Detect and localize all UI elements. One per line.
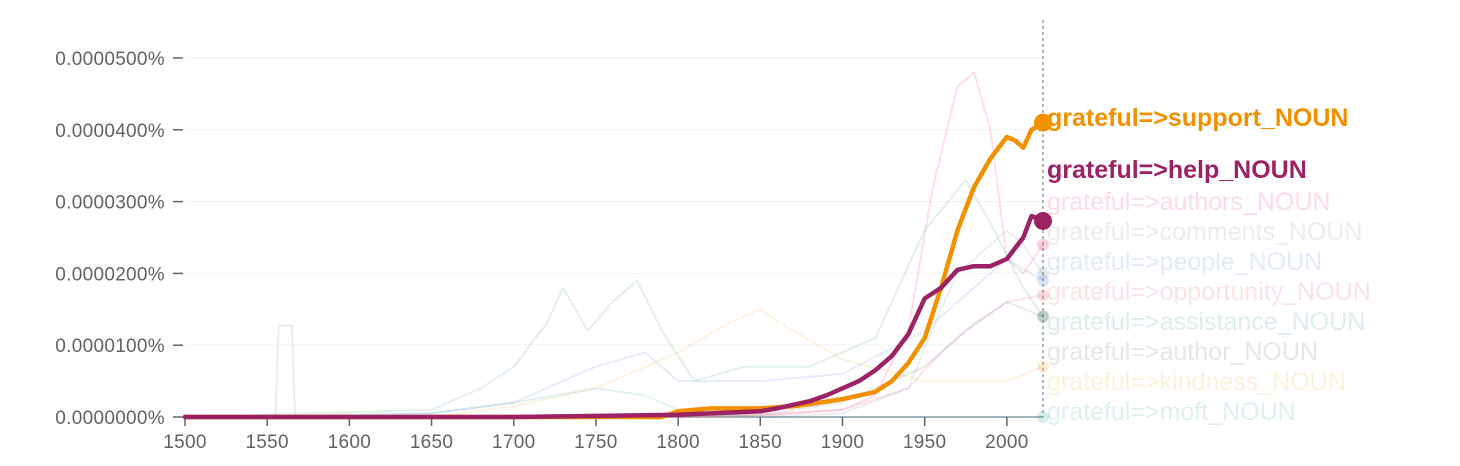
x-tick-label: 1850 bbox=[739, 432, 782, 453]
series-line bbox=[184, 301, 1044, 418]
x-tick-label: 1800 bbox=[656, 432, 699, 453]
series-line bbox=[184, 293, 1044, 418]
x-tick-label: 1500 bbox=[163, 432, 206, 453]
series-end-point bbox=[1034, 113, 1052, 132]
legend-label: grateful=>assistance_NOUN bbox=[1047, 308, 1365, 336]
grid-layer bbox=[185, 57, 1043, 346]
x-tick-label: 1950 bbox=[903, 432, 946, 453]
legend-label: grateful=>moft_NOUN bbox=[1047, 398, 1296, 426]
series-end-point bbox=[1037, 411, 1049, 423]
y-tick-label: 0.0000300% bbox=[55, 193, 165, 214]
legend-label: grateful=>people_NOUN bbox=[1047, 248, 1322, 276]
legend-label: grateful=>help_NOUN bbox=[1047, 156, 1307, 184]
legend-label: grateful=>support_NOUN bbox=[1047, 104, 1348, 132]
legend-label: grateful=>author_NOUN bbox=[1047, 338, 1318, 366]
legend-label: grateful=>comments_NOUN bbox=[1047, 218, 1362, 246]
series-line bbox=[182, 213, 1046, 420]
series-end-point bbox=[1037, 267, 1049, 280]
y-tick-label: 0.0000400% bbox=[55, 121, 165, 142]
y-tick-label: 0.0000000% bbox=[55, 408, 165, 429]
x-tick-label: 1700 bbox=[492, 432, 535, 453]
legend-label: grateful=>authors_NOUN bbox=[1047, 188, 1330, 216]
series-end-point bbox=[1037, 310, 1049, 323]
series-end-point bbox=[1037, 288, 1049, 301]
series-line bbox=[184, 229, 1044, 418]
series-line bbox=[184, 179, 1044, 418]
series-line bbox=[184, 258, 1044, 418]
legend-label: grateful=>opportunity_NOUN bbox=[1047, 278, 1371, 306]
x-tick-label: 1750 bbox=[574, 432, 617, 453]
label-layer: grateful=>support_NOUN grateful=>help_NOU… bbox=[1047, 104, 1371, 426]
series-end-point bbox=[1037, 238, 1049, 251]
series-line bbox=[184, 387, 1044, 418]
series-line bbox=[184, 71, 1044, 418]
axis-layer: 0.0000000% 0.0000100% 0.0000200% 0.0000300%… bbox=[55, 20, 1044, 453]
x-tick-label: 1900 bbox=[821, 432, 864, 453]
x-tick-label: 1650 bbox=[410, 432, 453, 453]
x-tick-label: 1600 bbox=[328, 432, 371, 453]
series-end-point bbox=[1037, 360, 1049, 373]
series-end-point bbox=[1034, 211, 1052, 230]
x-tick-label: 1550 bbox=[245, 432, 288, 453]
series-line bbox=[184, 308, 1044, 418]
series-end-point bbox=[1037, 310, 1049, 323]
legend-label: grateful=>kindness_NOUN bbox=[1047, 368, 1346, 396]
x-tick-label: 2000 bbox=[985, 432, 1028, 453]
series-end-point bbox=[1037, 274, 1049, 287]
y-tick-label: 0.0000500% bbox=[55, 49, 165, 70]
y-tick-label: 0.0000100% bbox=[55, 336, 165, 357]
series-layer bbox=[182, 71, 1052, 423]
y-tick-label: 0.0000200% bbox=[55, 264, 165, 285]
